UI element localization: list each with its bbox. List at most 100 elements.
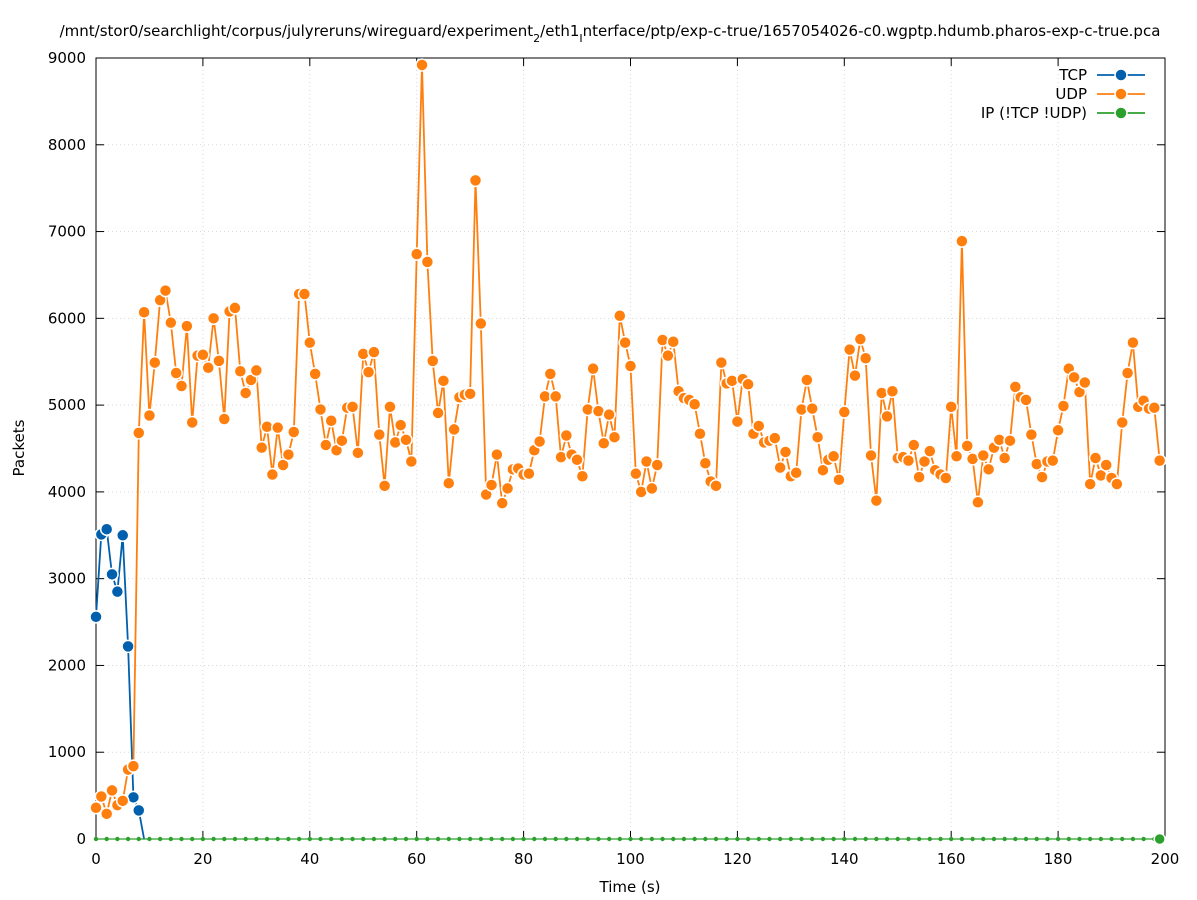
data-point [435,836,441,842]
data-point [1078,375,1092,390]
data-point [810,430,825,444]
data-point [249,363,264,378]
data-point [137,305,151,320]
y-tick-label: 6000 [48,309,86,327]
data-point [484,478,499,492]
data-point [596,836,601,842]
data-point [853,332,868,346]
data-point [585,836,590,842]
data-point [698,456,713,471]
data-point [800,373,814,387]
x-tick-label: 200 [1151,850,1180,868]
data-point [997,451,1012,465]
data-point [126,759,141,773]
x-tick-label: 120 [723,850,752,868]
y-axis: 0 1000 2000 3000 4000 5000 6000 7000 8000 9000 [48,49,1165,848]
data-point [730,414,745,429]
data-point [361,365,376,379]
x-tick-label: 180 [1044,850,1073,868]
data-point [1051,423,1065,438]
series-layer [89,58,1167,846]
data-point [121,639,135,654]
data-point [617,836,623,842]
data-point [661,348,675,363]
data-point [132,426,146,440]
data-point [180,319,194,333]
y-tick-label: 0 [76,830,86,848]
data-point [939,471,953,485]
data-point [842,836,847,842]
data-point [912,470,926,484]
data-point [976,448,991,463]
legend-swatch-marker [1114,106,1128,120]
data-point [377,479,392,493]
data-point [393,836,398,842]
x-tick-label: 40 [300,850,319,868]
data-point [901,453,916,468]
data-point [724,836,729,842]
data-point [756,836,761,842]
data-point [842,342,857,357]
data-point [232,836,238,842]
data-point [645,481,659,496]
data-point [607,430,622,444]
data-point [1034,836,1039,842]
data-point [425,836,430,842]
x-tick-label: 100 [616,850,645,868]
data-point [864,448,878,463]
data-point [1019,393,1033,407]
data-point [714,355,729,370]
data-point [158,283,173,298]
data-point [553,836,558,842]
data-point [495,496,509,510]
legend-item-udp: UDP [1055,85,1145,103]
data-point [713,836,719,842]
data-point [489,836,494,842]
data-point [810,836,815,842]
data-point [324,413,338,428]
data-point [468,173,483,188]
y-tick-label: 7000 [48,223,86,241]
data-point [212,354,226,368]
x-tick-label: 0 [91,850,101,868]
data-point [383,400,397,414]
data-point [543,367,558,381]
data-point [457,836,462,842]
data-point [650,458,664,472]
data-point [211,836,216,842]
data-point [542,836,548,842]
data-point [281,447,296,462]
data-point [409,247,424,261]
data-point [906,836,911,842]
data-point [735,836,740,842]
legend-item-tcp: TCP [1058,66,1145,84]
data-point [858,351,873,366]
data-point [89,610,103,624]
data-point [1023,836,1029,842]
data-point [773,460,787,475]
data-point [768,431,782,445]
data-point [206,311,221,326]
data-point [649,836,655,842]
data-point [420,255,435,269]
y-axis-label: Packets [10,419,28,476]
data-point [709,479,723,493]
x-tick-label: 140 [830,850,859,868]
data-point [115,794,130,808]
chart-title: /mnt/stor0/searchlight/corpus/julyreruns… [60,22,1161,45]
data-point [884,836,890,842]
data-point [586,361,600,376]
data-point [1035,470,1049,484]
data-point [1115,415,1129,430]
data-point [521,836,526,842]
data-point [1098,836,1104,842]
x-tick-label: 20 [193,850,212,868]
data-point [1110,477,1124,491]
data-point [228,301,242,315]
data-point [570,453,584,467]
data-point [148,355,162,370]
data-point [1152,453,1167,468]
data-point [1002,836,1007,842]
